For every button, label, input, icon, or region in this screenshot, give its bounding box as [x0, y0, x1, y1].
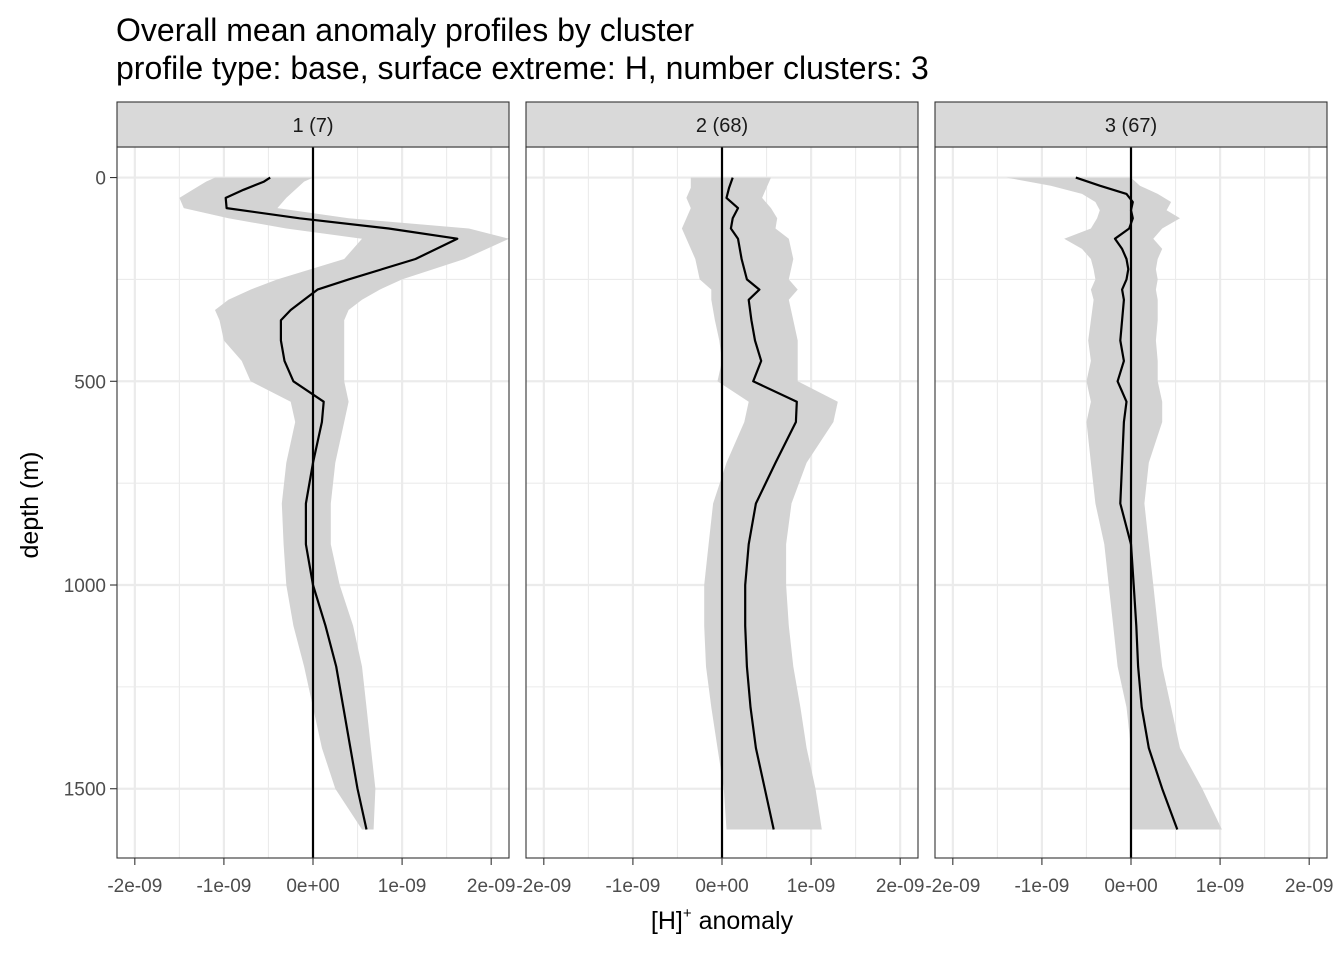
y-tick-label: 500	[74, 372, 106, 393]
x-tick-label: 0e+00	[286, 876, 339, 897]
x-tick-label: -1e-09	[1014, 876, 1069, 897]
x-tick-label: 1e-09	[787, 876, 836, 897]
x-tick-label: 0e+00	[695, 876, 748, 897]
x-axis-title-suffix: anomaly	[692, 907, 794, 935]
x-tick-label: -2e-09	[107, 876, 162, 897]
facet-strip	[116, 101, 510, 148]
x-tick-label: -1e-09	[605, 876, 660, 897]
y-tick-label: 1500	[64, 780, 106, 801]
mean-profile-line	[1075, 176, 1179, 830]
x-tick-label: 2e-09	[1285, 876, 1334, 897]
x-axis-title-main: [H]	[651, 907, 683, 935]
chart-title: Overall mean anomaly profiles by cluster	[116, 12, 694, 48]
facet-panel-1: 1 (7) -2e-09 -1e-09 0e+00 1e-09 2e-09	[107, 101, 516, 897]
x-tick-label: 1e-09	[378, 876, 427, 897]
confidence-ribbon	[1006, 177, 1222, 830]
x-axis-title-superscript: +	[683, 905, 692, 922]
mean-profile-line	[725, 177, 798, 830]
facet-panel-3: 3 (67) -2e-09 -1e-09 0e+00 1e-09 2e-09	[925, 101, 1334, 897]
chart-subtitle: profile type: base, surface extreme: H, …	[116, 50, 929, 86]
facet-strip	[525, 101, 919, 148]
facet-strip	[934, 101, 1328, 148]
x-tick-label: 0e+00	[1104, 876, 1157, 897]
y-tick-label: 1000	[64, 576, 106, 597]
y-axis-title: depth (m)	[16, 452, 44, 559]
confidence-ribbon	[681, 177, 838, 830]
x-tick-label: -2e-09	[925, 876, 980, 897]
facet-strip-label: 3 (67)	[1105, 115, 1157, 137]
confidence-ribbon	[179, 177, 509, 830]
x-axis-title: [H]+ anomaly	[651, 905, 794, 935]
facet-panels: 1 (7) -2e-09 -1e-09 0e+00 1e-09 2e-09 2 (68) -2…	[107, 101, 1334, 897]
facet-strip-label: 2 (68)	[696, 115, 748, 137]
x-tick-label: 2e-09	[876, 876, 925, 897]
y-tick-label: 0	[95, 169, 106, 190]
x-tick-label: 2e-09	[467, 876, 516, 897]
x-tick-label: -1e-09	[196, 876, 251, 897]
facet-strip-label: 1 (7)	[292, 115, 333, 137]
x-tick-label: -2e-09	[516, 876, 571, 897]
y-axis: 0 500 1000 1500	[64, 169, 117, 801]
mean-profile-line	[224, 176, 459, 830]
x-tick-label: 1e-09	[1196, 876, 1245, 897]
facet-panel-2: 2 (68) -2e-09 -1e-09 0e+00 1e-09 2e-09	[516, 101, 925, 897]
